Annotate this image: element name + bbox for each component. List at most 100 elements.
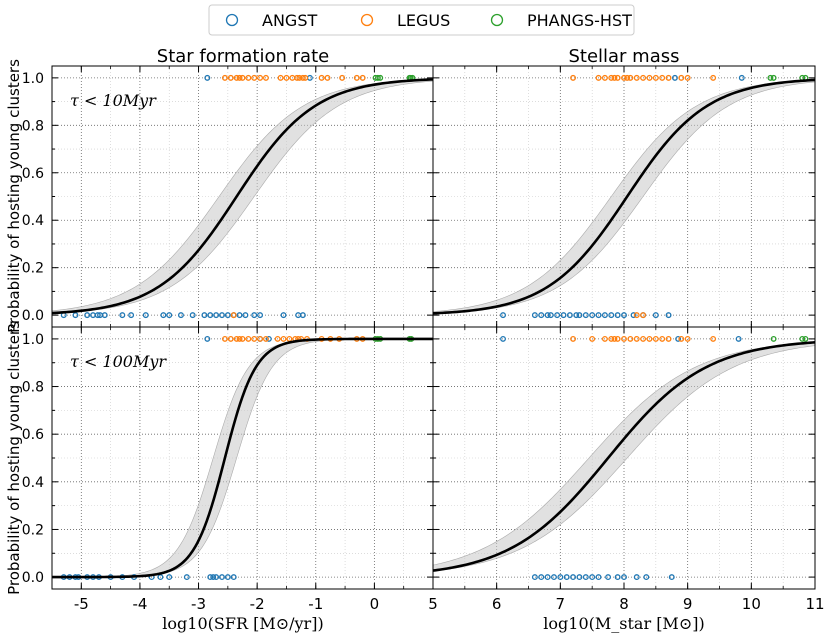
point-angst [582,312,589,319]
y-tick-label: 1.0 [22,332,44,348]
point-angst [538,312,545,319]
x-tick-label: 6 [492,595,502,613]
point-angst [251,312,258,319]
x-tick-label: 9 [683,595,693,613]
point-legus [570,74,577,81]
point-angst [128,312,135,319]
point-phangs-hst [767,74,774,81]
point-angst [621,574,627,581]
point-angst [178,312,184,319]
point-legus [277,74,284,81]
point-legus [614,335,621,342]
point-angst [500,335,506,342]
logistic-fit-curve [52,337,433,579]
ylabel-bottom: Probability of hosting young clusters [5,321,23,595]
point-legus [646,335,653,342]
point-legus [659,74,666,81]
point-angst [183,574,190,581]
x-tick-label: 7 [556,595,566,613]
y-tick-label: 0.8 [22,118,44,134]
point-angst [675,335,682,342]
x-tick-label: -1 [308,595,323,613]
point-angst [551,574,557,581]
annotation-tau-10: τ < 10Myr [70,91,157,110]
point-angst [652,312,659,319]
point-legus [324,74,331,81]
point-legus [678,74,685,81]
point-angst [207,312,214,319]
point-angst [210,574,217,581]
point-angst [236,312,243,319]
point-phangs-hst [799,335,806,342]
point-angst [84,312,91,319]
point-phangs-hst [770,335,777,342]
legend-entry-angst: ANGST [225,11,317,30]
point-angst [614,312,621,319]
x-tick-label: 0 [370,595,380,613]
point-angst [595,312,602,319]
x-tick-label: 10 [742,595,761,613]
point-angst [738,74,745,81]
point-phangs-hst [802,335,809,342]
point-angst [570,574,577,581]
point-legus [339,74,346,81]
point-angst [560,312,567,319]
point-legus [665,335,672,342]
point-legus [684,74,691,81]
point-legus [633,312,640,319]
legend-marker-phangs [490,13,504,27]
point-angst [72,312,79,319]
point-angst [547,312,554,319]
point-phangs-hst [374,74,381,81]
logistic-fit-curve [51,78,434,315]
point-legus [299,74,306,81]
point-legus [251,335,258,342]
x-tick-label: 8 [619,595,629,613]
point-legus [611,335,618,342]
point-angst [573,312,580,319]
point-legus [233,74,240,81]
point-angst [595,574,602,581]
point-angst [189,312,196,319]
point-legus [627,335,634,342]
point-legus [257,335,264,342]
point-legus [245,74,252,81]
panel-mass-100myr: 5 6 7 8 9 10 11 [428,326,825,613]
point-legus [595,74,602,81]
y-tick-label: 0.4 [22,475,44,491]
point-angst [589,574,596,581]
legend-label-angst: ANGST [262,11,317,30]
y-tick-label: 0.4 [22,213,44,229]
title-mass: Stellar mass [568,46,679,67]
point-angst [265,335,272,342]
point-angst [643,574,650,581]
point-legus [262,74,269,81]
ylabel-top: Probability of hosting young clusters [5,59,23,333]
confidence-band [432,341,816,572]
point-angst [554,312,561,319]
point-angst [544,574,551,581]
y-tick-label: 0.8 [22,380,44,396]
point-angst [589,312,596,319]
point-legus [646,74,653,81]
point-legus [359,74,366,81]
point-legus [318,74,325,81]
point-angst [280,312,287,319]
point-legus [239,74,246,81]
legend-label-phangs: PHANGS-HST [527,11,632,30]
point-legus [633,335,640,342]
legend: ANGST LEGUS PHANGS-HST [208,4,635,36]
point-legus [570,335,577,342]
point-angst [608,312,615,319]
point-angst [566,312,573,319]
point-angst [576,312,583,319]
xlabel-sfr: log10(SFR [M⊙/yr]) [162,614,323,633]
point-angst [630,312,637,319]
point-angst [213,574,220,581]
point-legus [601,74,608,81]
point-legus [640,312,647,319]
point-legus [621,74,627,81]
point-legus [274,335,281,342]
point-angst [204,335,211,342]
